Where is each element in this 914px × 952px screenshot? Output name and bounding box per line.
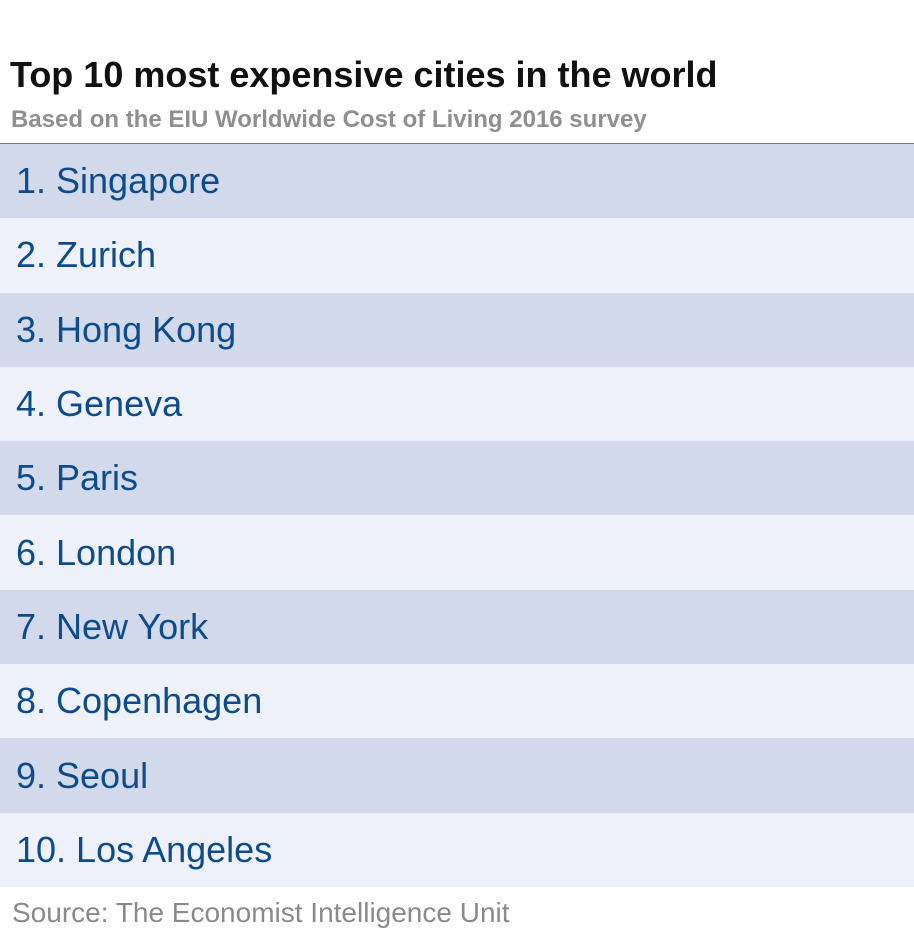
city-rank-label: 6. London	[16, 531, 177, 573]
city-rank-label: 3. Hong Kong	[16, 308, 237, 350]
ranking-table: 1. Singapore 2. Zurich 3. Hong Kong 4. Gene…	[0, 144, 914, 887]
table-row: 2. Zurich	[0, 218, 914, 293]
table-row: 3. Hong Kong	[0, 292, 914, 367]
city-rank-label: 2. Zurich	[16, 234, 157, 276]
city-rank-label: 10. Los Angeles	[16, 828, 273, 870]
table-row: 8. Copenhagen	[0, 664, 914, 739]
city-rank-label: 8. Copenhagen	[16, 680, 263, 722]
source-note: Source: The Economist Intelligence Unit	[12, 897, 510, 928]
chart-title: Top 10 most expensive cities in the worl…	[10, 54, 718, 95]
table-row: 4. Geneva	[0, 366, 914, 442]
chart-subtitle: Based on the EIU Worldwide Cost of Livin…	[11, 106, 647, 133]
table-row: 1. Singapore	[0, 144, 914, 219]
table-row: 7. New York	[0, 589, 914, 665]
city-rank-label: 7. New York	[16, 605, 209, 647]
header-divider	[0, 143, 914, 144]
city-rank-label: 1. Singapore	[16, 160, 221, 202]
table-row: 5. Paris	[0, 441, 914, 516]
table-row: 6. London	[0, 515, 914, 590]
table-row: 9. Seoul	[0, 738, 914, 813]
city-rank-label: 5. Paris	[16, 457, 139, 499]
table-row: 10. Los Angeles	[0, 812, 914, 887]
city-rank-label: 4. Geneva	[16, 383, 183, 425]
city-rank-label: 9. Seoul	[16, 754, 149, 796]
